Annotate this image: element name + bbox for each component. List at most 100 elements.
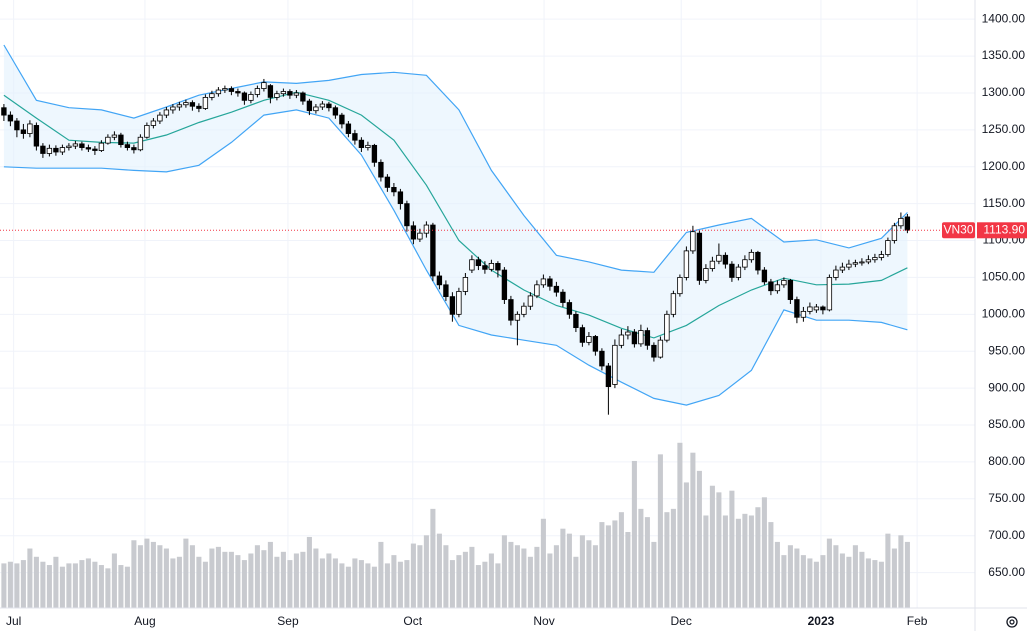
candle-body [696,232,703,281]
bollinger [3,44,908,406]
y-tick-label: 1050.00 [982,270,1026,284]
candle-body [644,330,651,346]
volume-bar [326,553,332,608]
volume-bar [800,555,806,608]
candle-body [1,107,7,116]
volume-bar [189,545,195,608]
volume-bar [872,560,878,608]
x-tick-label: Oct [403,614,422,628]
volume-bar [748,515,754,608]
x-tick-label: Feb [907,614,928,628]
candle-body [833,269,839,278]
candle-body [794,299,800,318]
candle-body [566,302,573,315]
candle-body [826,277,833,311]
volume-bar [508,541,514,608]
candle-body [267,85,274,98]
gear-hub[interactable] [1009,619,1015,625]
volume-bar [319,558,325,608]
volume-bar [839,553,845,608]
volume-bar [761,497,767,608]
candle-body [683,250,690,278]
y-tick-label: 900.00 [988,380,1025,394]
volume-bar [547,553,553,608]
candle-body [27,123,33,134]
y-tick-label: 1000.00 [982,307,1026,321]
volume-bar [742,513,748,608]
volume-bar [59,566,65,608]
candle-body [787,279,794,300]
volume-bar [755,507,761,608]
candle-body [391,187,397,193]
volume [1,442,910,608]
candle-body [456,291,462,315]
volume-bar [66,563,72,608]
candle-body [339,114,345,125]
candle-body [553,285,560,293]
candle-body [222,88,228,91]
volume-bar [235,555,241,608]
candle-body [534,284,540,297]
candle-body [384,176,391,188]
candle-body [638,330,644,345]
candle-body [98,142,105,151]
candle-body [651,344,657,358]
volume-bar [183,538,189,608]
volume-bar [456,555,462,608]
candle-body [768,281,774,292]
gear-ring[interactable] [1006,616,1018,628]
candle-body [475,259,482,267]
candle-body [358,139,365,148]
candle-body [748,251,755,261]
volume-bar [521,548,527,608]
volume-bar [27,548,33,608]
candle-body [573,313,579,329]
volume-bar [488,553,494,608]
candle-body [729,263,735,278]
candle-body [521,305,527,315]
band-lower [3,109,908,406]
volume-bar [417,545,423,608]
price-tag [977,222,1027,239]
band-fill [3,45,908,406]
volume-bar [144,538,150,608]
candle-body [839,266,846,271]
volume-bar [820,555,826,608]
candle-body [462,277,469,292]
volume-bar [735,518,741,608]
candle-body [703,268,709,281]
candle-body [248,94,254,101]
volume-bar [170,558,176,608]
candle-body [560,291,566,303]
candle-body [586,336,592,343]
volume-bar [287,560,293,608]
y-tick-label: 700.00 [988,528,1025,542]
candle-body [274,93,280,98]
candle-body [241,92,248,101]
settings-icon[interactable] [1006,616,1018,628]
candle-body [599,350,605,367]
candle-body [72,143,79,147]
volume-bar [430,508,436,608]
candle-body [131,147,137,151]
volume-bar [677,442,683,608]
candle-body [878,254,885,258]
candle-body [313,106,319,112]
volume-bar [313,548,319,608]
candle-body [92,148,98,151]
candle-body [183,102,189,106]
x-tick-label: Jul [6,614,21,628]
candle-body [449,296,456,315]
candle-body [469,259,475,271]
volume-bar [228,551,234,608]
volume-bar [53,556,59,608]
volume-bar [605,525,611,608]
x-tick-label: 2023 [808,614,835,628]
volume-bar [118,565,124,608]
volume-bar [384,563,390,608]
candle-body [371,144,378,163]
volume-bar [534,546,540,608]
candle-body [846,263,852,268]
